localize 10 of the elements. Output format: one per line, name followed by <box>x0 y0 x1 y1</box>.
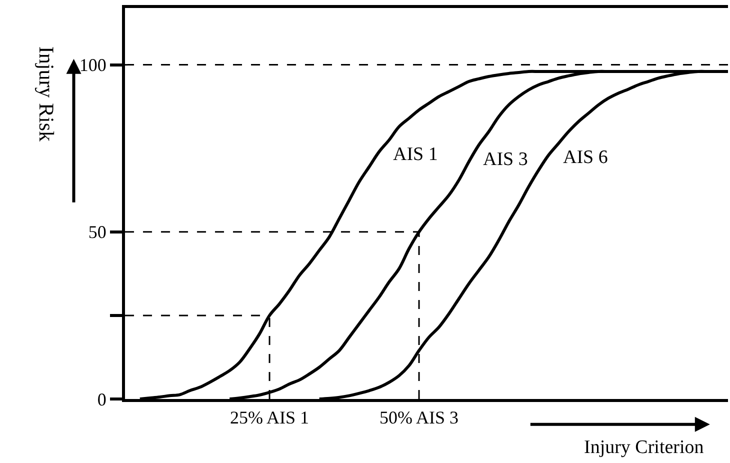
y-axis-title: Injury Risk <box>34 46 59 142</box>
y-tick-label: 100 <box>79 55 106 76</box>
y-tick-label: 50 <box>88 222 106 242</box>
series-label: AIS 3 <box>483 149 528 170</box>
x-axis-title: Injury Criterion <box>584 437 704 458</box>
x-tick-label: 25% AIS 1 <box>230 408 310 428</box>
series-label: AIS 1 <box>393 144 438 165</box>
series-label: AIS 6 <box>563 147 608 168</box>
y-tick-label: 0 <box>97 389 106 410</box>
x-tick-label: 50% AIS 3 <box>380 408 459 428</box>
